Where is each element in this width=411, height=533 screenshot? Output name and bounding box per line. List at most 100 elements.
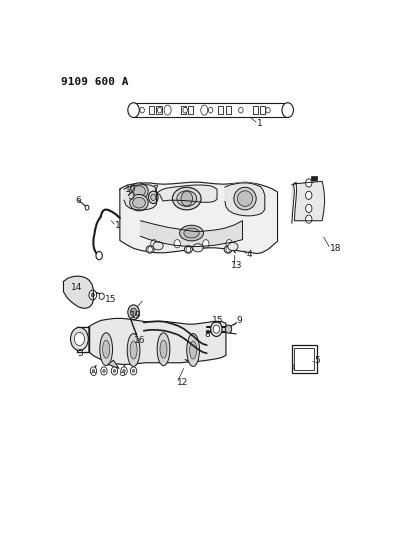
- Polygon shape: [225, 183, 265, 216]
- Text: 8: 8: [204, 330, 210, 340]
- Ellipse shape: [100, 333, 113, 366]
- Ellipse shape: [184, 228, 199, 238]
- Circle shape: [239, 107, 243, 113]
- Circle shape: [151, 240, 157, 248]
- Text: 15: 15: [212, 317, 223, 325]
- Ellipse shape: [103, 340, 110, 358]
- Text: 16: 16: [134, 336, 145, 345]
- Circle shape: [225, 325, 232, 333]
- Ellipse shape: [201, 105, 208, 115]
- Ellipse shape: [153, 241, 163, 250]
- Ellipse shape: [157, 333, 170, 366]
- Ellipse shape: [238, 191, 253, 206]
- Polygon shape: [108, 360, 119, 368]
- Circle shape: [79, 333, 88, 345]
- Text: 18: 18: [330, 244, 342, 253]
- Circle shape: [123, 369, 125, 373]
- Polygon shape: [129, 192, 134, 199]
- Bar: [226, 106, 231, 114]
- Circle shape: [151, 194, 156, 200]
- Polygon shape: [63, 276, 93, 308]
- Polygon shape: [120, 182, 277, 254]
- Polygon shape: [124, 184, 157, 210]
- Ellipse shape: [120, 372, 125, 375]
- Circle shape: [103, 369, 105, 373]
- Circle shape: [266, 107, 270, 113]
- Text: 3: 3: [77, 349, 83, 358]
- Circle shape: [92, 369, 95, 373]
- Circle shape: [121, 367, 127, 375]
- Circle shape: [140, 107, 144, 113]
- Bar: [157, 106, 162, 114]
- Text: 9109 600 A: 9109 600 A: [61, 77, 128, 87]
- Text: 15: 15: [105, 295, 116, 304]
- Text: 4 A: 4 A: [309, 183, 324, 191]
- Ellipse shape: [185, 246, 192, 253]
- Ellipse shape: [187, 334, 199, 366]
- Bar: [292, 345, 317, 373]
- Polygon shape: [294, 181, 325, 221]
- Circle shape: [282, 103, 293, 117]
- Circle shape: [183, 107, 187, 113]
- Bar: [218, 106, 223, 114]
- Ellipse shape: [133, 197, 145, 208]
- Ellipse shape: [127, 334, 140, 366]
- Bar: [181, 106, 186, 114]
- Circle shape: [89, 290, 97, 300]
- Bar: [133, 103, 289, 117]
- Text: 6: 6: [75, 196, 81, 205]
- Polygon shape: [89, 318, 226, 365]
- Circle shape: [305, 215, 312, 223]
- Circle shape: [91, 293, 95, 297]
- Circle shape: [90, 367, 97, 375]
- Polygon shape: [157, 185, 217, 202]
- Text: 1: 1: [257, 119, 263, 128]
- Circle shape: [186, 247, 191, 252]
- Circle shape: [203, 240, 209, 248]
- Bar: [294, 348, 314, 370]
- Text: 13: 13: [231, 261, 243, 270]
- Circle shape: [210, 322, 222, 336]
- Ellipse shape: [130, 195, 148, 211]
- Circle shape: [174, 240, 180, 248]
- Circle shape: [148, 191, 158, 204]
- Polygon shape: [141, 221, 242, 247]
- Circle shape: [157, 107, 162, 113]
- Circle shape: [85, 205, 89, 210]
- Circle shape: [305, 179, 312, 187]
- Text: 14: 14: [71, 283, 82, 292]
- Text: 7: 7: [152, 184, 158, 193]
- Ellipse shape: [177, 191, 196, 206]
- Circle shape: [208, 107, 213, 113]
- Text: 5: 5: [314, 356, 320, 365]
- Circle shape: [96, 252, 102, 260]
- Circle shape: [111, 367, 118, 375]
- Circle shape: [128, 103, 139, 117]
- Text: 12: 12: [177, 377, 188, 386]
- Ellipse shape: [234, 187, 256, 210]
- Circle shape: [128, 305, 139, 320]
- Bar: [260, 106, 265, 114]
- Circle shape: [181, 191, 192, 206]
- Ellipse shape: [160, 340, 167, 358]
- Circle shape: [213, 325, 219, 333]
- Ellipse shape: [146, 246, 154, 253]
- Circle shape: [99, 293, 104, 300]
- Circle shape: [148, 247, 152, 252]
- Text: 19: 19: [130, 311, 142, 320]
- Ellipse shape: [130, 341, 137, 359]
- Ellipse shape: [92, 372, 96, 375]
- Circle shape: [130, 308, 137, 317]
- Circle shape: [71, 327, 88, 350]
- Ellipse shape: [228, 243, 238, 251]
- Ellipse shape: [193, 244, 203, 252]
- Ellipse shape: [172, 187, 201, 210]
- Circle shape: [101, 367, 107, 375]
- Circle shape: [305, 191, 312, 199]
- Circle shape: [305, 204, 312, 213]
- Ellipse shape: [133, 186, 145, 197]
- Ellipse shape: [224, 246, 232, 253]
- Text: 9: 9: [236, 317, 242, 325]
- Text: 4: 4: [246, 250, 252, 259]
- Bar: [188, 106, 194, 114]
